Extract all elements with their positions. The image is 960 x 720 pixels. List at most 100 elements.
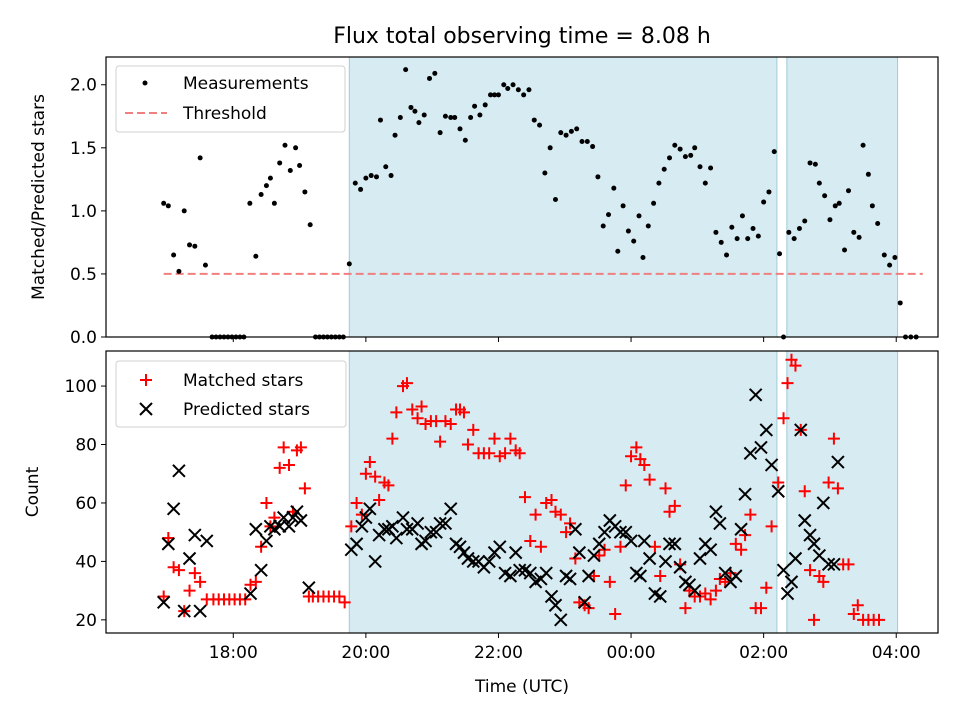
xtick-label-1: 20:00 <box>341 643 390 663</box>
bottom-series-0-point-49 <box>400 377 413 390</box>
top-series-0-point-126 <box>791 236 797 242</box>
top-series-0-point-58 <box>442 113 448 119</box>
top-series-0-point-112 <box>718 239 724 245</box>
bottom-series-0-point-120 <box>754 602 767 615</box>
top-series-0-point-117 <box>745 236 751 242</box>
bottom-series-1-point-63 <box>544 589 559 604</box>
bottom-series-0-point-68 <box>493 450 506 463</box>
top-series-0-point-23 <box>271 200 277 206</box>
bottom-series-0-point-52 <box>415 400 428 413</box>
top-y-ticks: 0.0 0.5 1.0 1.5 2.0 <box>70 76 106 348</box>
bottom-series-0-point-140 <box>851 599 864 612</box>
top-series-0-point-85 <box>579 139 585 145</box>
top-series-0-point-96 <box>636 213 642 219</box>
bottom-legend-box <box>115 360 347 428</box>
bottom-series-1-point-53 <box>493 540 507 554</box>
top-series-0-point-29 <box>302 189 308 195</box>
bottom-series-0-point-73 <box>518 491 531 504</box>
bottom-series-0-point-19 <box>260 496 273 509</box>
chart-title: Flux total observing time = 8.08 h <box>333 24 711 49</box>
top-shading <box>348 57 899 337</box>
bottom-panel: 20 40 60 80 100 18:00 20:00 22:00 00:00 02:00 04:… <box>23 350 939 697</box>
bottom-series-1-point-36 <box>410 516 425 531</box>
top-series-0-point-145 <box>887 262 893 268</box>
legend-matched-marker <box>140 374 152 386</box>
top-series-0-point-4 <box>181 208 187 214</box>
bottom-series-1-point-34 <box>400 522 414 536</box>
bottom-series-1-point-19 <box>290 505 304 519</box>
bottom-series-1-point-2 <box>166 502 181 516</box>
bottom-series-1-point-81 <box>633 569 648 583</box>
bottom-series-1-point-57 <box>512 563 527 577</box>
bottom-series-0-point-1 <box>162 532 175 545</box>
top-series-0-point-88 <box>595 174 601 180</box>
bottom-series-0-point-72 <box>513 447 526 460</box>
top-series-0-point-115 <box>734 236 740 242</box>
bottom-series-1-point-111 <box>784 575 799 589</box>
bottom-series-1-point-92 <box>687 583 702 598</box>
top-series-0-point-142 <box>869 203 875 209</box>
bottom-series-0-point-86 <box>582 602 595 615</box>
bottom-series-1-point-24 <box>355 519 369 534</box>
bottom-series-0-point-56 <box>434 435 447 448</box>
legend-threshold-label: Threshold <box>182 104 267 124</box>
bottom-series-0-point-74 <box>524 534 537 547</box>
bottom-series-0-point-53 <box>419 418 432 431</box>
bottom-series-0-point-7 <box>194 575 207 588</box>
bottom-series-1-point-96 <box>709 505 723 519</box>
bottom-series-1-point-101 <box>734 522 748 536</box>
top-series-0-point-18 <box>247 200 253 206</box>
top-series-0-point-25 <box>282 142 288 148</box>
top-series-0-point-106 <box>688 152 694 158</box>
bottom-series-1-point-3 <box>172 464 186 478</box>
top-series-0-point-137 <box>846 188 852 194</box>
top-series-0-point-42 <box>363 175 369 181</box>
bottom-series-0-point-24 <box>282 458 295 471</box>
top-series-0-point-113 <box>724 252 730 258</box>
bottom-series-0-point-99 <box>648 540 661 553</box>
top-series-0-point-116 <box>739 213 745 219</box>
top-series-0-point-87 <box>590 144 596 150</box>
bottom-series-0-point-51 <box>411 412 424 425</box>
bottom-series-0-point-117 <box>739 529 752 542</box>
bottom-series-0-point-38 <box>350 496 363 509</box>
top-series-0-point-125 <box>786 229 792 235</box>
top-series-0-point-68 <box>491 92 497 98</box>
top-x-ticks <box>232 337 897 342</box>
bottom-series-0-point-16 <box>244 578 257 591</box>
top-series-0-point-49 <box>397 115 403 121</box>
bottom-series-0-point-134 <box>822 476 835 489</box>
bottom-series-1-point-121 <box>831 455 845 469</box>
top-series-0-point-122 <box>771 149 777 155</box>
top-series-0-point-28 <box>297 162 303 168</box>
bottom-series-1-point-55 <box>503 569 518 583</box>
top-series-0-point-132 <box>822 193 828 199</box>
bottom-series-1-point-64 <box>548 598 563 612</box>
bottom-series-0-point-118 <box>744 508 757 521</box>
top-series-0-point-55 <box>427 75 433 81</box>
bottom-series-1-point-31 <box>385 519 400 534</box>
top-series-0-point-56 <box>432 70 438 76</box>
top-series-0-point-53 <box>416 120 422 126</box>
top-series-0-point-147 <box>897 300 903 306</box>
top-series-0-point-62 <box>462 137 468 143</box>
top-series-0-point-101 <box>661 166 667 172</box>
bottom-series-1-point-38 <box>418 534 433 548</box>
xtick-label-3: 00:00 <box>607 643 656 663</box>
bottom-series-0-point-124 <box>777 412 790 425</box>
legend-measurements-marker <box>142 80 148 86</box>
top-panel: 0.00.51.01.52.0 Matched/Predicted stars … <box>29 56 939 348</box>
top-series-0-point-57 <box>437 130 443 136</box>
bottom-series-0-point-61 <box>457 406 470 419</box>
bottom-series-1-point-62 <box>539 566 553 580</box>
bottom-series-0-point-67 <box>488 432 501 445</box>
bottom-series-0-point-125 <box>781 377 794 390</box>
bottom-series-0-point-127 <box>789 359 802 372</box>
top-series-0-point-139 <box>856 234 862 240</box>
top-ytick-label-2: 1.0 <box>70 202 97 222</box>
top-series-0-point-119 <box>755 233 761 239</box>
bottom-series-0-point-129 <box>798 485 811 498</box>
top-series-0-point-91 <box>611 185 617 191</box>
legend-predicted-marker <box>139 402 153 416</box>
